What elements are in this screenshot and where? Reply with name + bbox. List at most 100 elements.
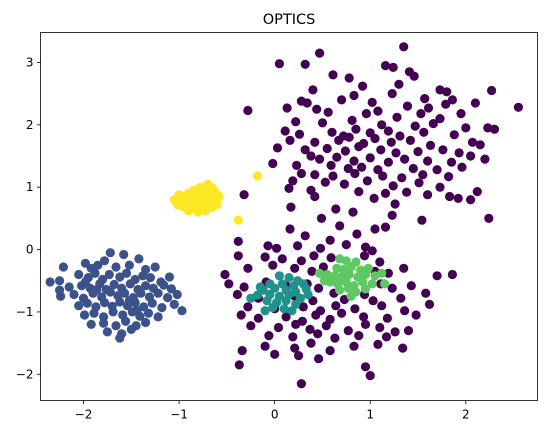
cluster-1-point bbox=[105, 248, 115, 258]
cluster-0-point bbox=[375, 257, 385, 267]
cluster-0-point bbox=[487, 85, 497, 96]
cluster-0-point bbox=[305, 324, 315, 334]
cluster-0-point bbox=[292, 160, 302, 170]
cluster-0-point bbox=[294, 351, 304, 361]
y-tick-label: 3 bbox=[26, 55, 34, 69]
cluster-0-point bbox=[453, 193, 463, 203]
cluster-0-point bbox=[313, 329, 323, 339]
cluster-0-point bbox=[417, 215, 427, 225]
cluster-1-point bbox=[138, 271, 148, 281]
cluster-1-point bbox=[55, 276, 65, 286]
cluster-0-point bbox=[307, 266, 317, 276]
cluster-1-point bbox=[90, 268, 100, 278]
cluster-4-point bbox=[184, 206, 194, 216]
cluster-0-point bbox=[232, 289, 242, 300]
cluster-0-point bbox=[408, 163, 418, 174]
cluster-0-point bbox=[284, 183, 294, 193]
cluster-0-point bbox=[332, 152, 342, 162]
cluster-1-point bbox=[164, 272, 175, 282]
cluster-0-point bbox=[290, 343, 300, 353]
cluster-0-point bbox=[373, 339, 383, 349]
cluster-1-point bbox=[74, 301, 84, 311]
cluster-4-point bbox=[193, 207, 203, 217]
cluster-0-point bbox=[298, 302, 308, 312]
cluster-0-point bbox=[263, 241, 273, 251]
cluster-0-point bbox=[315, 154, 325, 164]
cluster-0-point bbox=[312, 104, 322, 114]
cluster-0-point bbox=[349, 341, 359, 351]
cluster-0-point bbox=[281, 312, 291, 322]
cluster-0-point bbox=[293, 241, 303, 251]
cluster-0-point bbox=[369, 193, 379, 203]
cluster-0-point bbox=[484, 213, 494, 223]
cluster-0-point bbox=[424, 299, 435, 309]
cluster-0-point bbox=[432, 271, 442, 281]
cluster-1-point bbox=[99, 298, 110, 308]
cluster-3-point bbox=[360, 269, 371, 280]
cluster-3-point bbox=[343, 283, 353, 293]
cluster-0-point bbox=[472, 187, 482, 197]
cluster-0-point bbox=[237, 346, 247, 356]
cluster-1-point bbox=[89, 308, 99, 318]
cluster-0-point bbox=[321, 321, 331, 331]
cluster-0-point bbox=[396, 293, 406, 303]
cluster-0-point bbox=[326, 160, 336, 170]
cluster-0-point bbox=[456, 109, 466, 119]
cluster-1-point bbox=[58, 262, 68, 272]
cluster-1-point bbox=[115, 297, 125, 307]
cluster-0-point bbox=[406, 281, 416, 291]
cluster-0-point bbox=[328, 70, 338, 80]
cluster-0-point bbox=[365, 371, 375, 381]
cluster-0-point bbox=[246, 321, 256, 331]
cluster-2-point bbox=[255, 282, 265, 292]
cluster-1-point bbox=[80, 277, 90, 287]
cluster-0-point bbox=[513, 102, 524, 112]
cluster-0-point bbox=[243, 263, 253, 273]
cluster-0-point bbox=[416, 109, 426, 119]
cluster-0-point bbox=[423, 103, 434, 113]
cluster-0-point bbox=[352, 229, 362, 239]
cluster-0-point bbox=[300, 231, 310, 241]
cluster-0-point bbox=[414, 178, 424, 188]
cluster-1-point bbox=[177, 306, 187, 316]
cluster-2-point bbox=[279, 304, 289, 314]
cluster-0-point bbox=[446, 157, 457, 167]
cluster-0-point bbox=[380, 188, 391, 198]
cluster-0-point bbox=[288, 332, 298, 342]
cluster-1-point bbox=[166, 284, 176, 294]
x-tick-label: 1 bbox=[366, 408, 374, 422]
cluster-0-point bbox=[378, 171, 388, 181]
cluster-4-point bbox=[172, 200, 182, 210]
cluster-0-point bbox=[449, 130, 459, 140]
cluster-0-point bbox=[328, 171, 338, 181]
cluster-0-point bbox=[351, 124, 361, 134]
cluster-4-point bbox=[212, 200, 222, 210]
cluster-0-point bbox=[394, 79, 404, 89]
cluster-0-point bbox=[286, 202, 296, 212]
cluster-1-point bbox=[157, 303, 167, 313]
cluster-0-point bbox=[349, 90, 359, 101]
cluster-0-point bbox=[467, 137, 478, 147]
cluster-0-point bbox=[383, 157, 393, 167]
cluster-1-point bbox=[126, 324, 136, 334]
cluster-0-point bbox=[291, 319, 301, 329]
y-tick-label: 2 bbox=[26, 118, 34, 132]
cluster-0-point bbox=[370, 133, 380, 144]
cluster-0-point bbox=[359, 312, 369, 322]
cluster-1-point bbox=[120, 288, 130, 298]
cluster-2-point bbox=[268, 303, 278, 313]
x-tick-label: −1 bbox=[170, 408, 188, 422]
cluster-2-point bbox=[281, 296, 291, 306]
cluster-1-point bbox=[115, 272, 125, 282]
cluster-1-point bbox=[45, 277, 55, 287]
cluster-0-point bbox=[380, 61, 391, 71]
cluster-0-point bbox=[405, 135, 415, 145]
cluster-0-point bbox=[337, 95, 347, 105]
cluster-0-point bbox=[400, 154, 410, 164]
cluster-0-point bbox=[335, 221, 345, 231]
cluster-0-point bbox=[296, 168, 306, 179]
cluster-1-point bbox=[99, 318, 109, 328]
cluster-0-point bbox=[243, 302, 253, 312]
cluster-3-point bbox=[341, 256, 351, 266]
cluster-0-point bbox=[390, 199, 400, 209]
